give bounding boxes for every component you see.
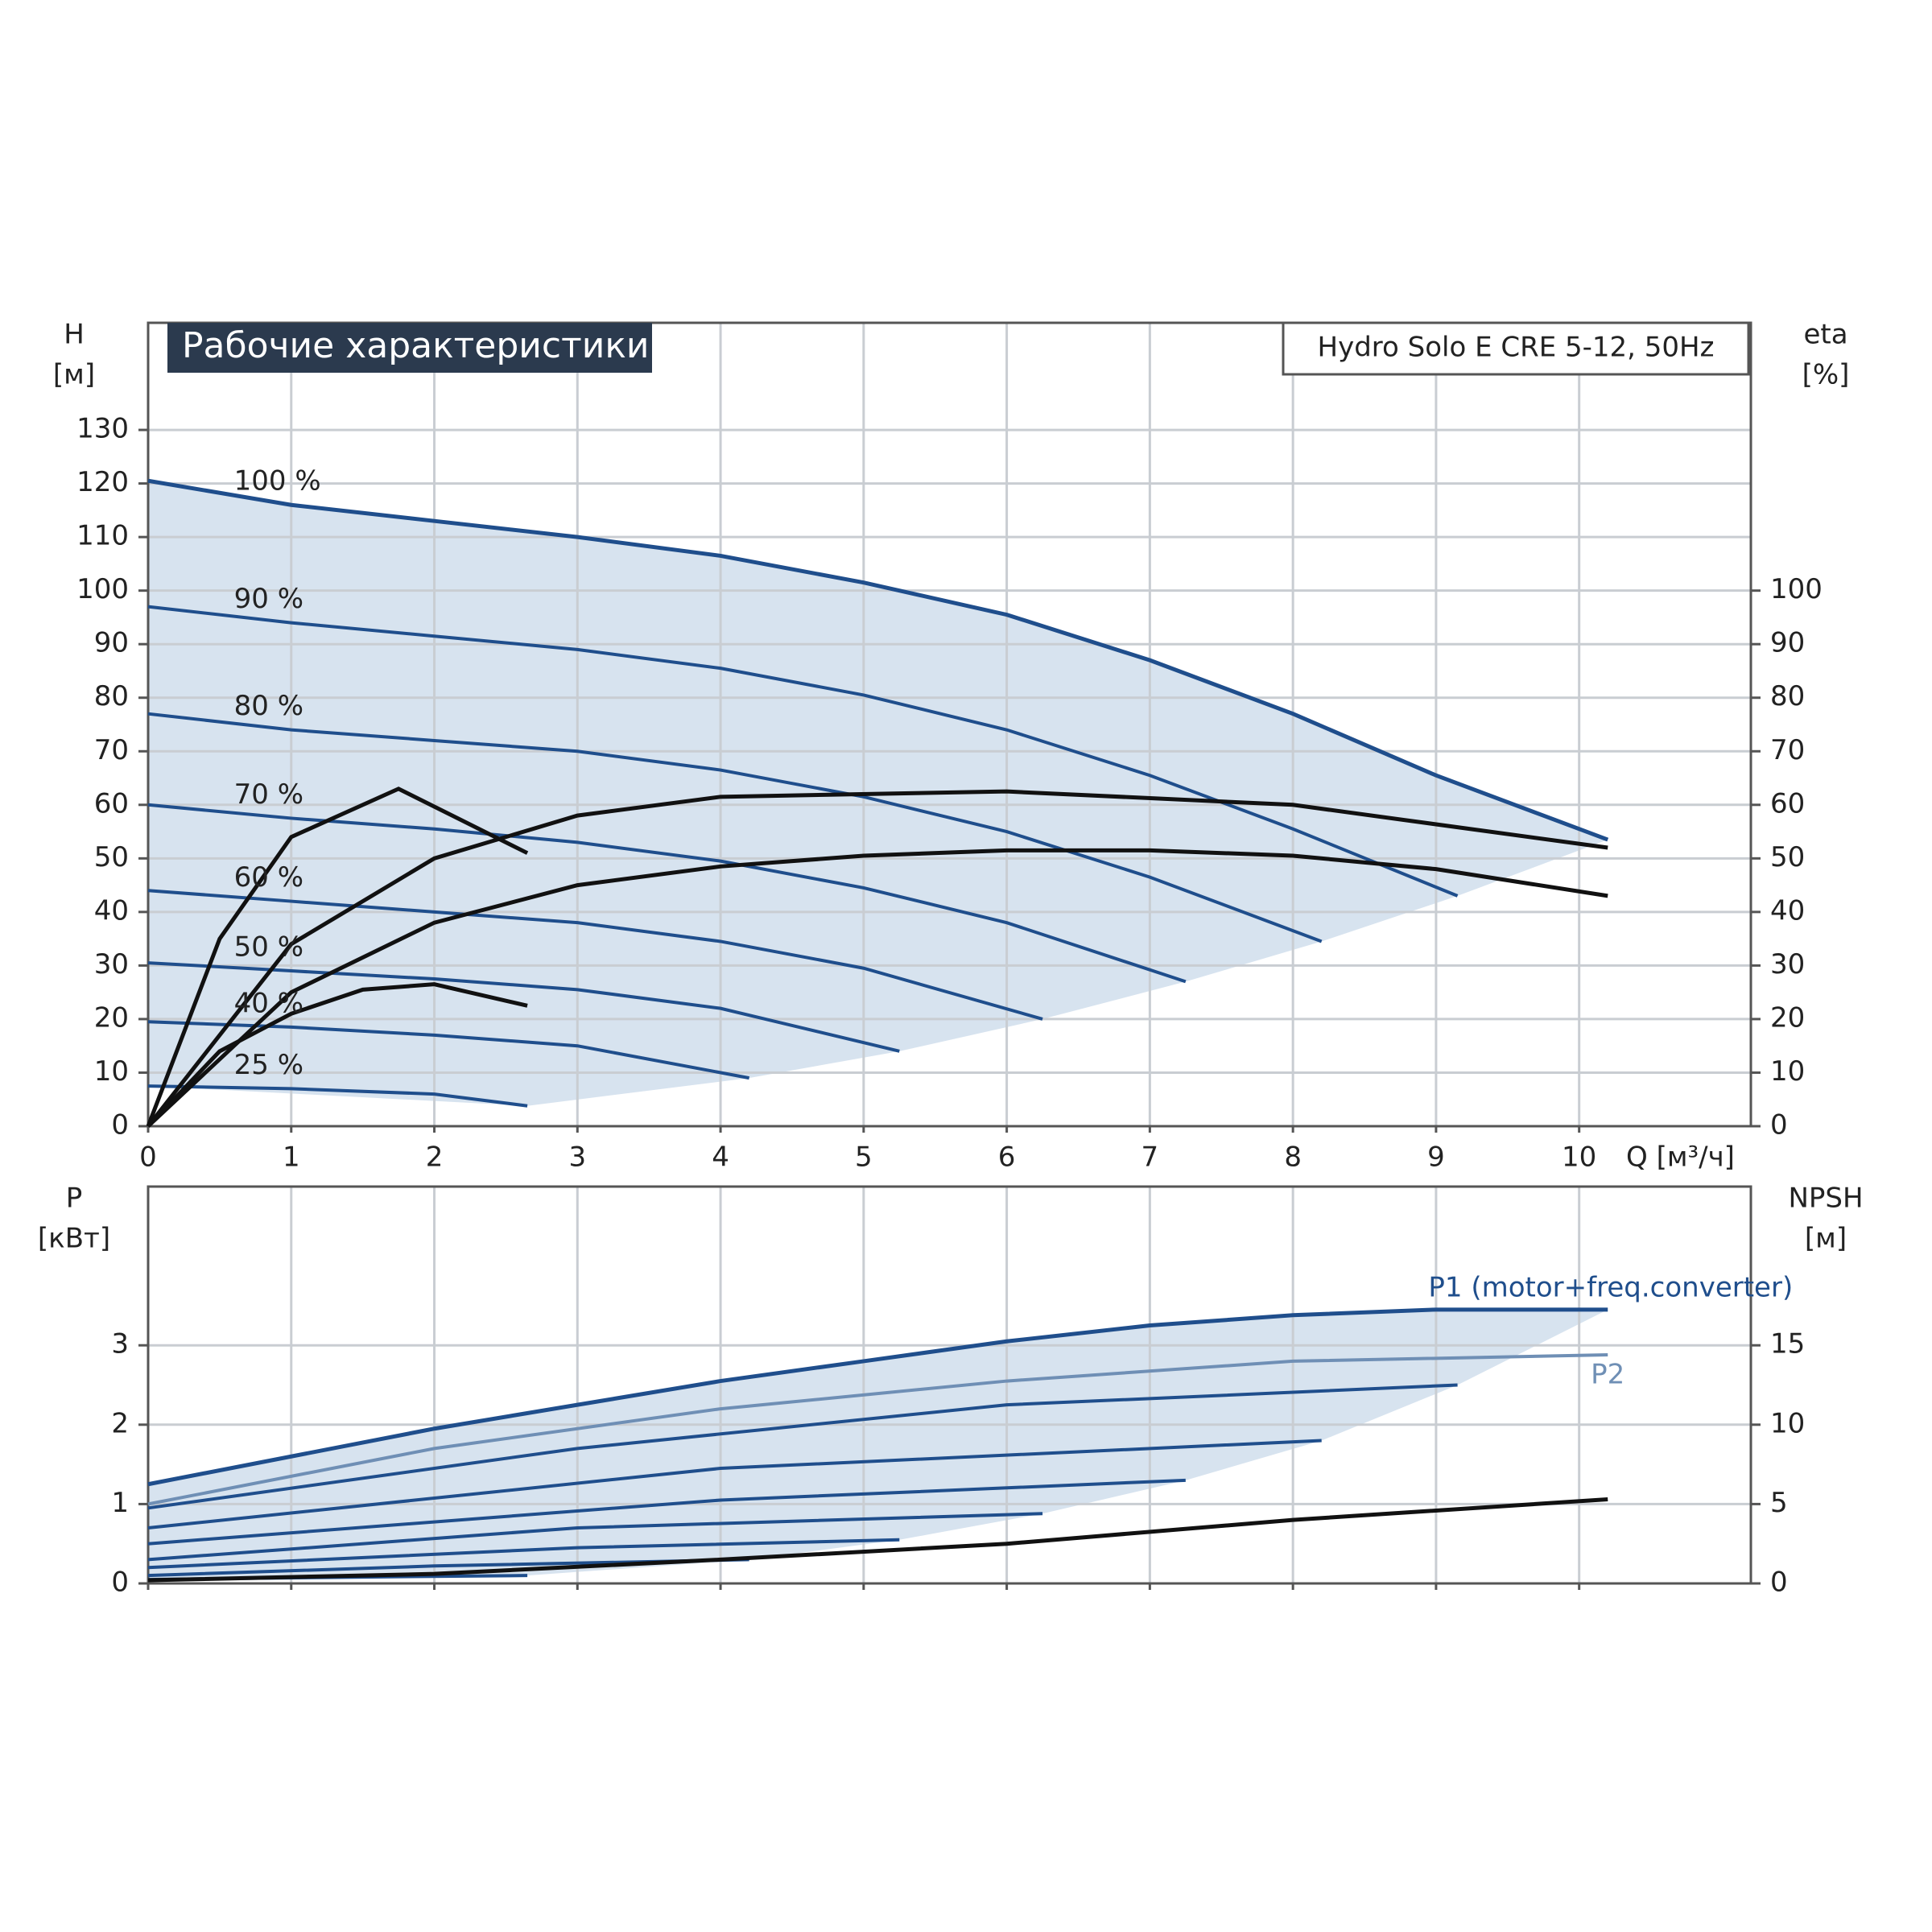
curve (147, 1496, 1608, 1583)
plot-frame (147, 321, 1752, 1128)
title-box (167, 323, 652, 373)
y-tick-label: 130 (76, 413, 129, 445)
y-tick-label: 70 (94, 734, 129, 766)
curve (147, 1020, 749, 1080)
y-tick-label: 2 (111, 1407, 129, 1439)
operating-area (148, 1309, 1608, 1580)
y2-tick-label: 10 (1770, 1407, 1805, 1439)
text-layer: 0 1 2 3 4 5 6 7 8 9 100102030405060708090100110120… (38, 319, 1864, 1599)
y2-tick-label: 90 (1770, 627, 1805, 659)
y2-tick-label: 20 (1770, 1001, 1805, 1034)
y2-axis-label: NPSH (1788, 1183, 1863, 1215)
y2-tick-label: 30 (1770, 948, 1805, 980)
y-tick-label: 30 (94, 948, 129, 980)
y-tick-label: 0 (111, 1109, 129, 1141)
curve (147, 961, 900, 1053)
curve (147, 982, 528, 1128)
y2-axis-unit: [%] (1802, 359, 1850, 391)
y-tick-label: 0 (111, 1567, 129, 1599)
y-tick-label: 110 (76, 520, 129, 552)
series-label: 25 % (234, 1049, 303, 1081)
curve (147, 1512, 1043, 1562)
curve (147, 1353, 1608, 1506)
y-tick-label: 100 (76, 573, 129, 605)
x-tick-label: 0 (139, 1141, 157, 1174)
curve (147, 789, 1608, 1128)
curve (147, 889, 1043, 1021)
y2-tick-label: 70 (1770, 734, 1805, 766)
subtitle-box (1282, 321, 1750, 376)
series-label: P1 (motor+freq.converter) (1428, 1271, 1793, 1303)
y-tick-label: 80 (94, 680, 129, 712)
x-tick-label: 3 (568, 1141, 586, 1174)
x-tick-label: 10 (1562, 1141, 1596, 1174)
series-label: 70 % (234, 778, 303, 811)
curve (147, 848, 1608, 1128)
y2-tick-label: 5 (1770, 1487, 1788, 1519)
y2-tick-label: 10 (1770, 1055, 1805, 1088)
x-tick-label: 7 (1141, 1141, 1159, 1174)
series-label: 40 % (234, 987, 303, 1019)
grid-layer (138, 321, 1761, 1590)
curve (147, 1084, 528, 1108)
y-tick-label: 3 (111, 1328, 129, 1360)
curve (147, 1307, 1608, 1487)
y2-tick-label: 0 (1770, 1109, 1788, 1141)
y2-axis-label: eta (1803, 319, 1847, 351)
y2-tick-label: 100 (1770, 573, 1823, 605)
y-tick-label: 50 (94, 841, 129, 873)
series-label: 50 % (234, 931, 303, 964)
y2-tick-label: 50 (1770, 841, 1805, 873)
y2-tick-label: 80 (1770, 680, 1805, 712)
y-tick-label: 10 (94, 1055, 129, 1088)
y-tick-label: 60 (94, 787, 129, 819)
curve (147, 712, 1323, 943)
line-layer (146, 478, 1609, 1583)
curve (147, 1478, 1186, 1546)
curve (147, 478, 1609, 842)
chart-title: Рабочие характеристики (182, 325, 650, 366)
x-axis-label: Q [м³/ч] (1626, 1141, 1735, 1174)
chart-subtitle: Hydro Solo E CRE 5-12, 50Hz (1318, 332, 1715, 364)
series-label: P2 (1591, 1359, 1624, 1391)
x-tick-label: 5 (855, 1141, 873, 1174)
curve (147, 1538, 900, 1570)
y-tick-label: 1 (111, 1487, 129, 1519)
x-tick-label: 2 (426, 1141, 444, 1174)
y2-tick-label: 15 (1770, 1328, 1805, 1360)
curve (147, 1439, 1322, 1530)
x-tick-label: 1 (283, 1141, 300, 1174)
y-axis-label: P (66, 1183, 83, 1215)
x-tick-label: 4 (712, 1141, 729, 1174)
y2-tick-label: 0 (1770, 1567, 1788, 1599)
plot-frame (147, 1185, 1752, 1585)
y-tick-label: 40 (94, 894, 129, 927)
series-label: 80 % (234, 690, 303, 722)
y-axis-unit: [м] (53, 359, 95, 391)
curve (146, 786, 529, 1127)
y-axis-unit: [кВт] (38, 1223, 110, 1255)
y-tick-label: 20 (94, 1001, 129, 1034)
y2-tick-label: 60 (1770, 787, 1805, 819)
x-tick-label: 8 (1284, 1141, 1302, 1174)
y2-axis-unit: [м] (1805, 1223, 1847, 1255)
series-label: 60 % (234, 861, 303, 894)
y-tick-label: 90 (94, 627, 129, 659)
y-tick-label: 120 (76, 466, 129, 498)
series-label: 100 % (234, 465, 321, 497)
x-tick-label: 6 (998, 1141, 1016, 1174)
y2-tick-label: 40 (1770, 894, 1805, 927)
curve (147, 803, 1187, 984)
curve (147, 1383, 1458, 1510)
x-tick-label: 9 (1427, 1141, 1445, 1174)
series-label: 90 % (234, 583, 303, 615)
y-axis-label: H (64, 319, 85, 351)
